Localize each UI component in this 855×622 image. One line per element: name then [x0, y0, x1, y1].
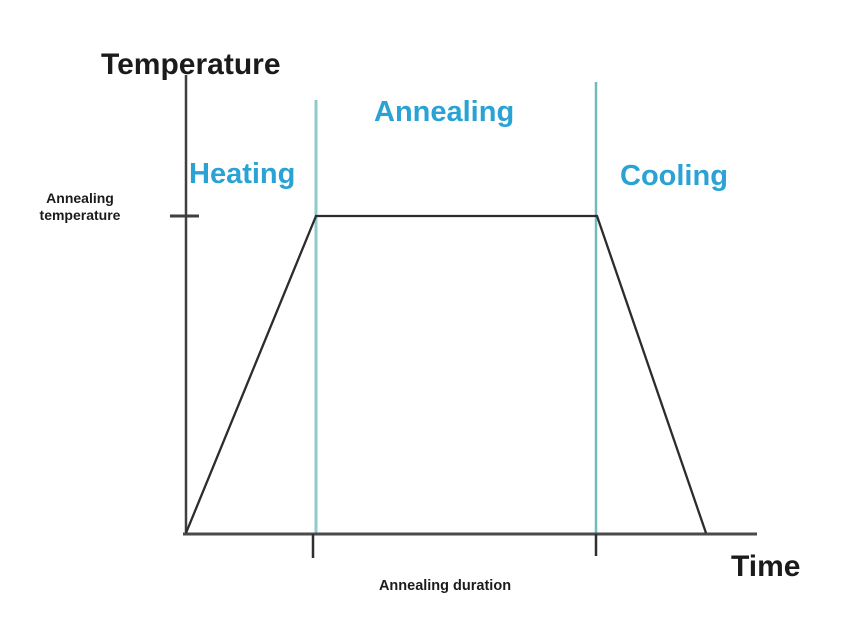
- x-axis-title: Time: [731, 550, 801, 583]
- phase-label-annealing: Annealing: [374, 96, 515, 128]
- annealing-duration-label: Annealing duration: [378, 578, 512, 594]
- annealing-temperature-label: Annealing temperature: [20, 190, 140, 224]
- annealing-temperature-label-line1: Annealing: [46, 190, 114, 206]
- phase-label-heating: Heating: [189, 158, 296, 190]
- temperature-profile-line: [184, 214, 708, 534]
- phase-label-cooling: Cooling: [620, 160, 728, 192]
- annealing-temperature-label-line2: temperature: [39, 207, 121, 223]
- y-axis-title: Temperature: [101, 48, 281, 81]
